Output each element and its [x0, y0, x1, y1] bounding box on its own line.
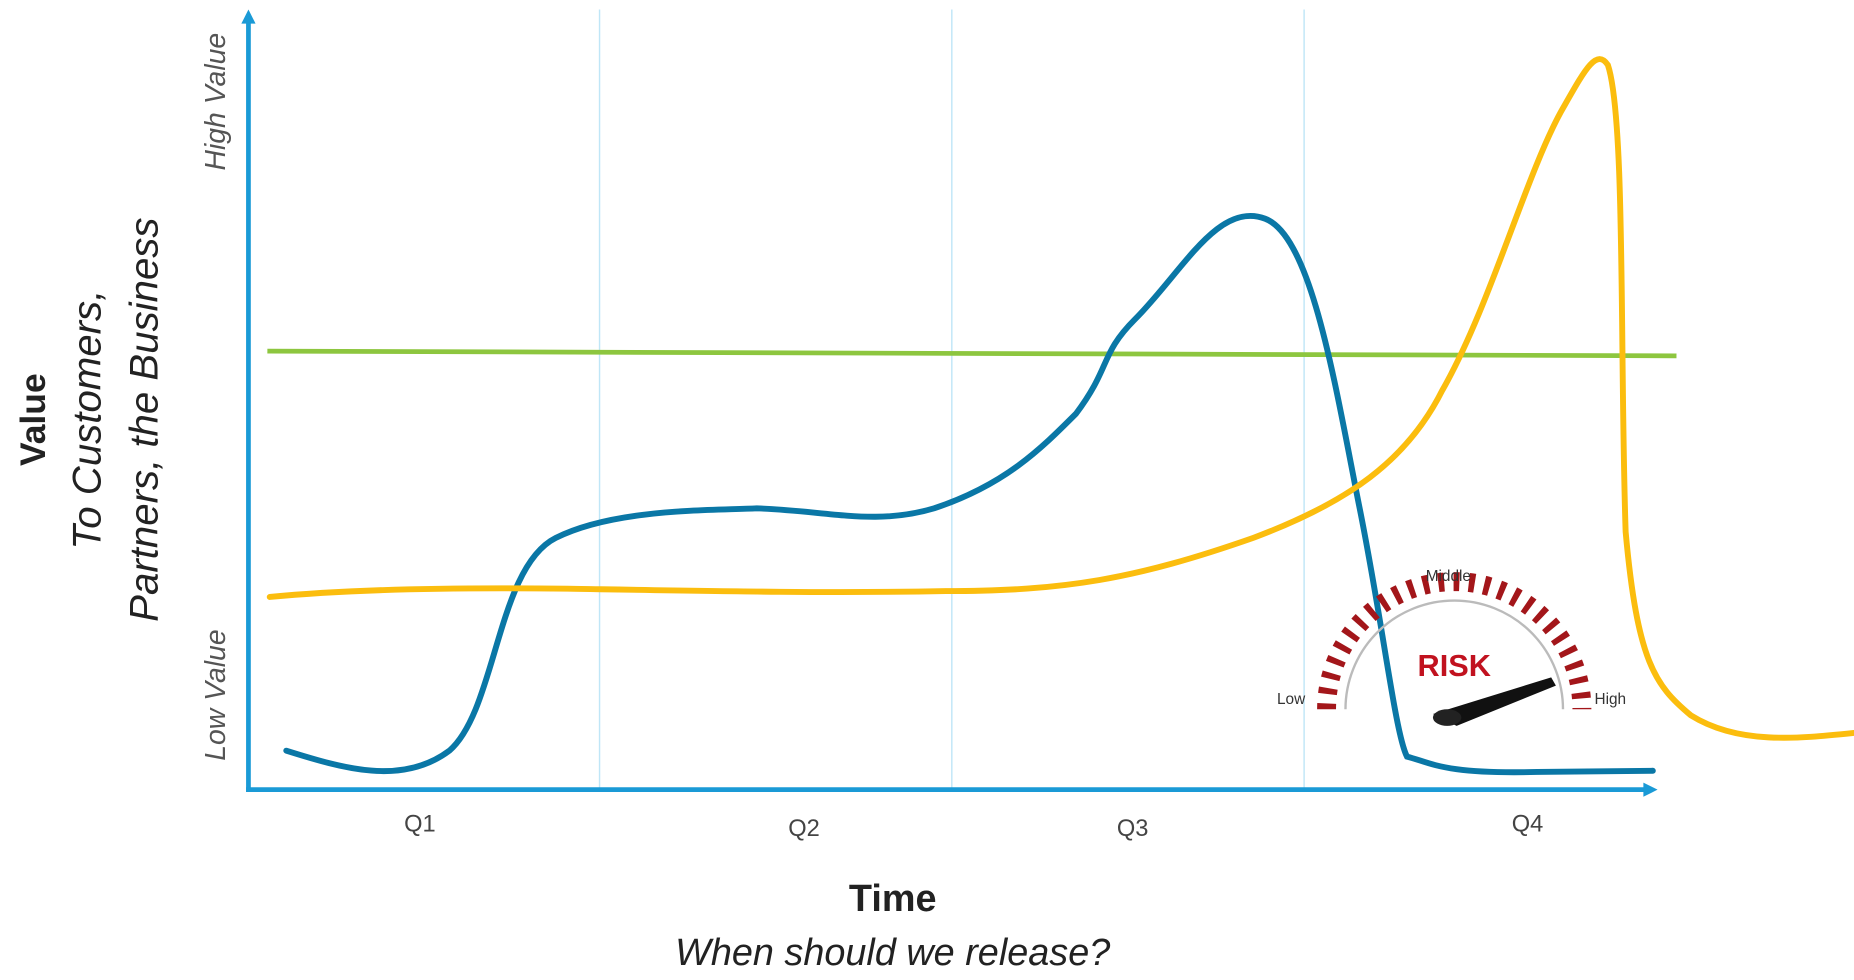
gauge-low: Low	[1277, 691, 1306, 708]
quarter-label: Q1	[404, 811, 436, 837]
x-title: Time	[849, 878, 937, 920]
y-title: Value	[13, 373, 53, 466]
x-arrow	[1643, 783, 1657, 797]
risk-gauge: RISK Low Middle High	[1277, 568, 1626, 726]
quarter-label: Q3	[1117, 816, 1149, 842]
gauge-hub	[1433, 709, 1461, 726]
y-subtitle: To Customers,	[65, 290, 110, 550]
high-label: High Value	[200, 33, 232, 171]
quarter-label: Q4	[1512, 811, 1544, 837]
gauge-high: High	[1594, 691, 1626, 708]
low-label: Low Value	[200, 629, 232, 760]
blue-curve	[286, 216, 1653, 772]
dividers	[600, 9, 1305, 789]
diagram: RISK Low Middle High Q1 Q2 Q3 Q4 Time Wh…	[0, 0, 1854, 980]
quarter-label: Q2	[788, 816, 820, 842]
x-subtitle: When should we release?	[675, 932, 1110, 974]
y-arrow	[241, 9, 255, 23]
yellow-curve	[270, 59, 1854, 738]
gauge-title: RISK	[1418, 648, 1491, 683]
gauge-middle: Middle	[1426, 568, 1471, 585]
y-subtitle: Partners, the Business	[121, 218, 166, 622]
quarter-labels: Q1 Q2 Q3 Q4	[404, 811, 1543, 842]
page: RISK Low Middle High Q1 Q2 Q3 Q4 Time Wh…	[0, 0, 1854, 980]
